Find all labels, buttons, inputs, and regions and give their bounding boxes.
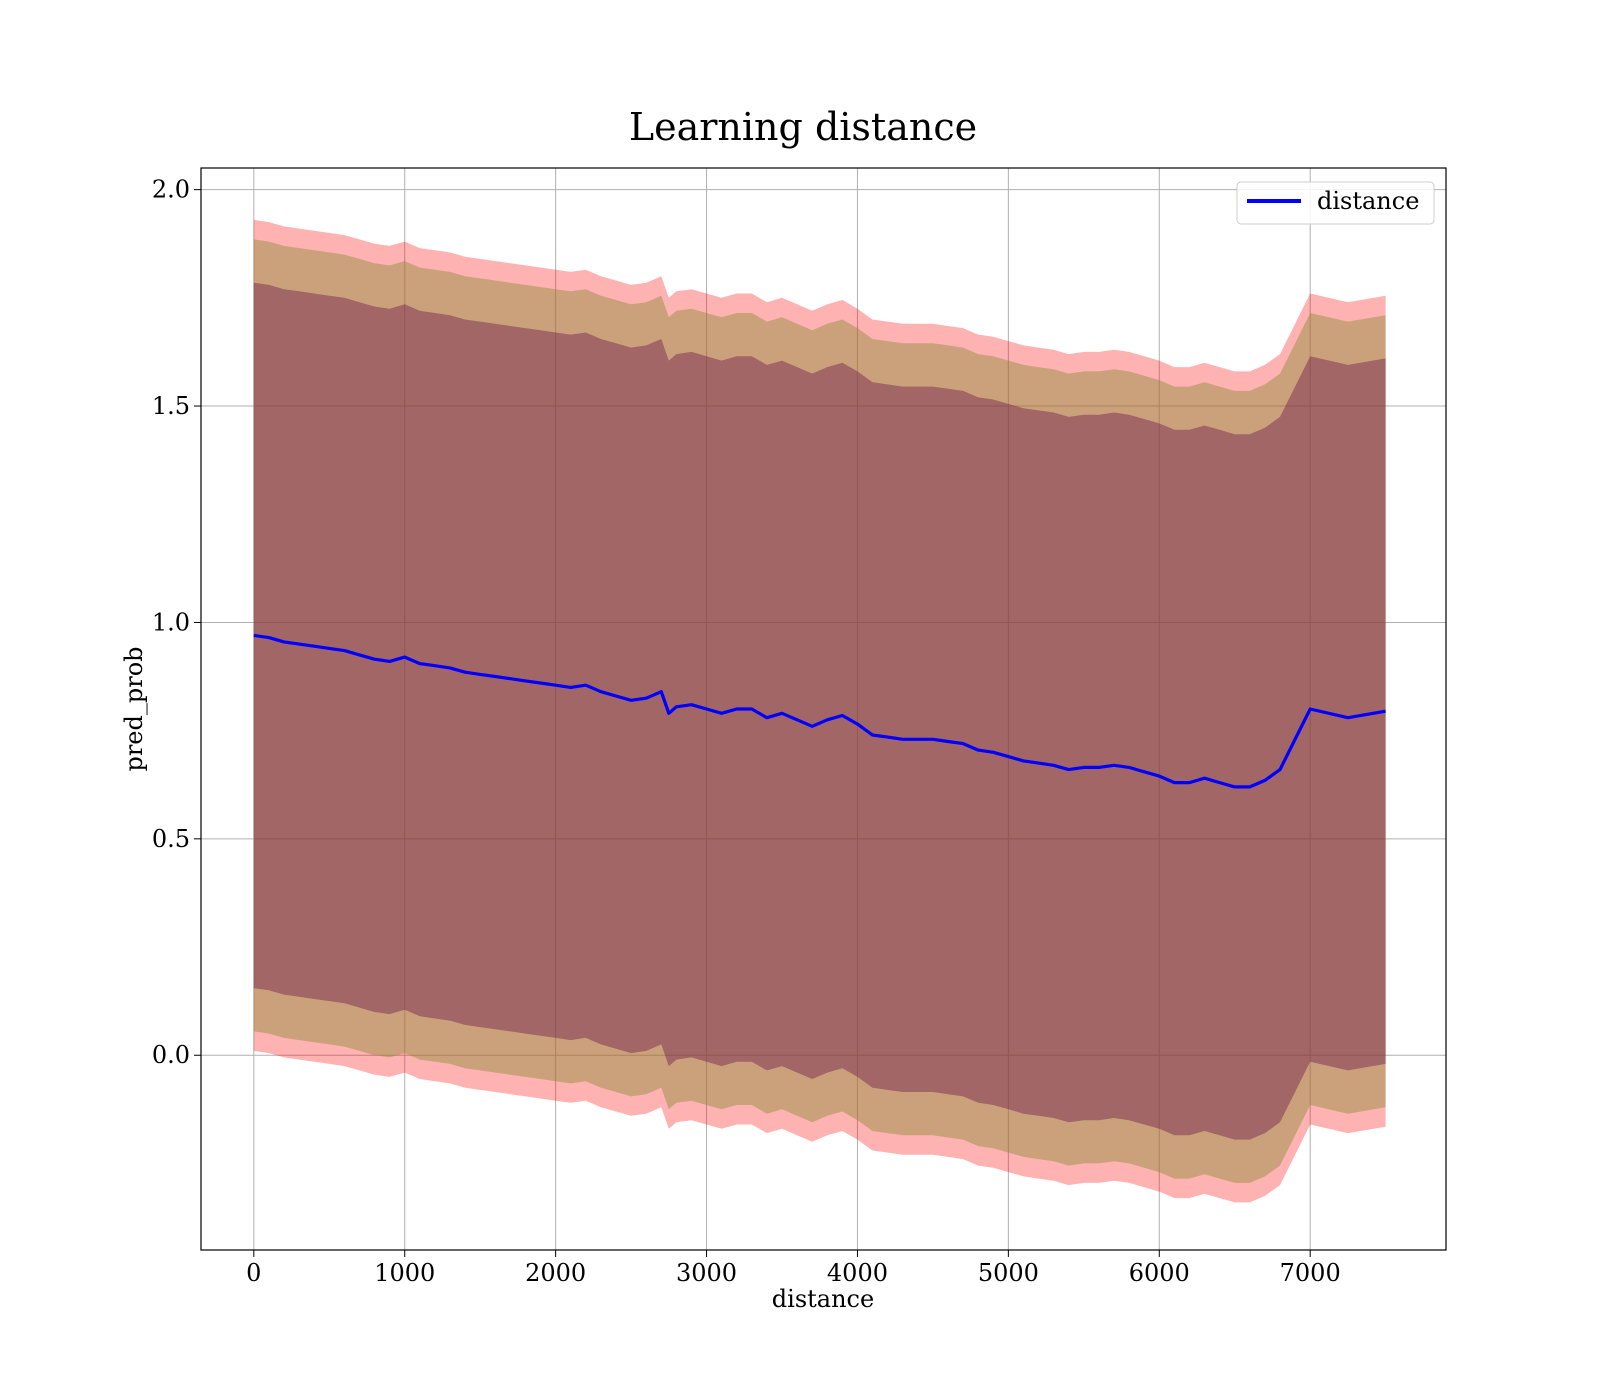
x-tick-label: 5000: [978, 1259, 1039, 1287]
x-axis: 0 1000 2000 3000 4000 5000 6000 7000: [246, 1250, 1341, 1287]
x-axis-label: distance: [772, 1285, 874, 1313]
y-axis: 0.0 0.5 1.0 1.5 2.0: [152, 176, 201, 1069]
y-tick-label: 2.0: [152, 176, 190, 204]
x-tick-label: 6000: [1129, 1259, 1190, 1287]
chart-title: Learning distance: [629, 105, 977, 149]
series-line-distance: [253, 633, 1386, 789]
band-outer: [253, 219, 1386, 1203]
plot-frame: [200, 167, 1447, 1251]
y-axis-label: pred_prob: [120, 646, 148, 771]
band-inner: [253, 282, 1386, 1140]
x-tick-label: 1000: [374, 1259, 435, 1287]
y-tick-label: 1.0: [152, 608, 190, 636]
legend-box: [1236, 181, 1435, 225]
band-middle: [253, 239, 1386, 1183]
series-lines: [253, 633, 1386, 789]
legend-entry-label: distance: [1317, 187, 1419, 215]
y-tick-label: 1.5: [152, 392, 190, 420]
x-tick-label: 7000: [1280, 1259, 1341, 1287]
y-tick-label: 0.5: [152, 825, 190, 853]
confidence-bands: [253, 219, 1386, 1203]
y-tick-label: 0.0: [152, 1041, 190, 1069]
legend: distance: [1236, 181, 1435, 225]
x-tick-label: 3000: [676, 1259, 737, 1287]
x-tick-label: 4000: [827, 1259, 888, 1287]
x-tick-label: 2000: [525, 1259, 586, 1287]
x-tick-label: 0: [246, 1259, 261, 1287]
